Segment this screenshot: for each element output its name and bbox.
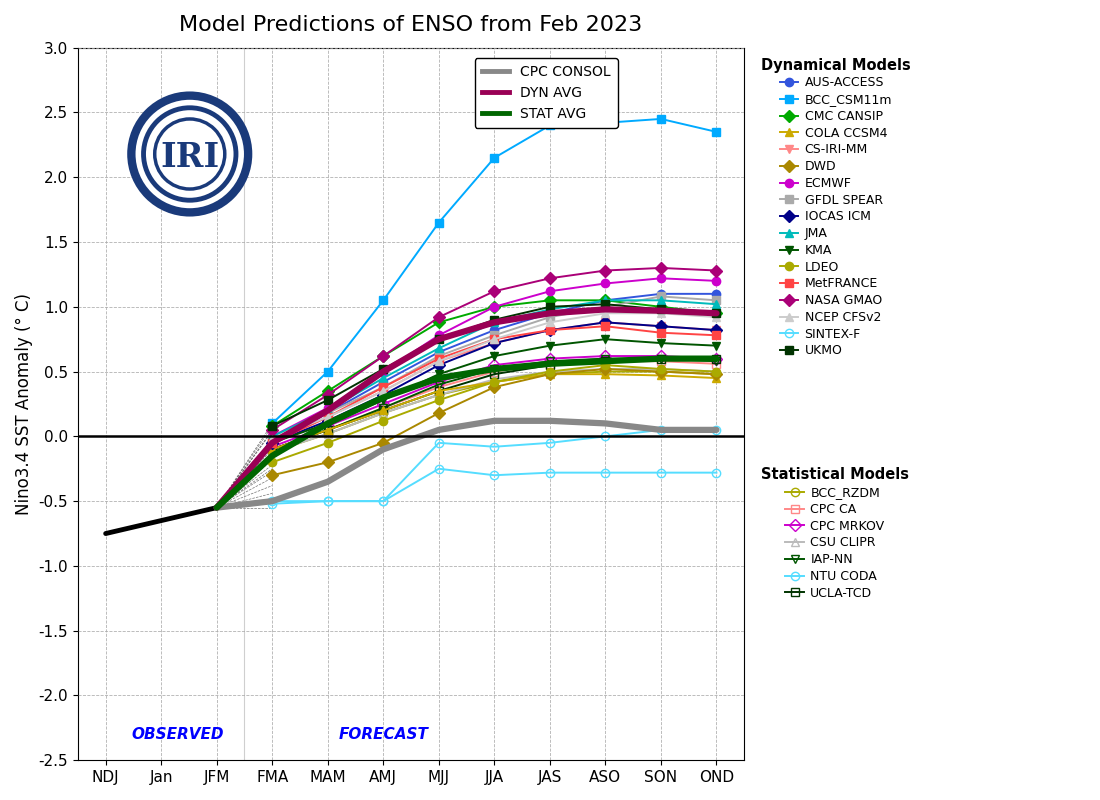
Title: Model Predictions of ENSO from Feb 2023: Model Predictions of ENSO from Feb 2023 (179, 15, 642, 35)
Text: FORECAST: FORECAST (339, 727, 428, 742)
Text: IRI: IRI (161, 142, 219, 174)
Legend: BCC_RZDM, CPC CA, CPC MRKOV, CSU CLIPR, IAP-NN, NTU CODA, UCLA-TCD: BCC_RZDM, CPC CA, CPC MRKOV, CSU CLIPR, … (757, 464, 913, 603)
Circle shape (129, 93, 251, 215)
Y-axis label: Nino3.4 SST Anomaly (° C): Nino3.4 SST Anomaly (° C) (15, 293, 33, 515)
Text: OBSERVED: OBSERVED (132, 727, 224, 742)
